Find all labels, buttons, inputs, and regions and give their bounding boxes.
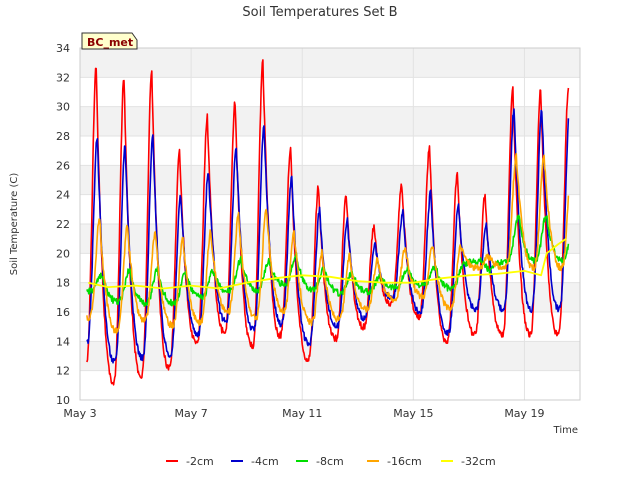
y-tick-label: 10	[56, 394, 70, 407]
y-tick-label: 32	[56, 71, 70, 84]
y-tick-label: 22	[56, 218, 70, 231]
x-tick-label: May 3	[63, 407, 96, 420]
legend: -2cm -4cm -8cm -16cm -32cm	[166, 455, 496, 468]
series-lines	[86, 59, 570, 386]
y-tick-label: 18	[56, 277, 70, 290]
legend-label: -16cm	[387, 455, 422, 468]
grid-band	[80, 48, 580, 78]
grid-band	[80, 165, 580, 195]
x-tick-label: May 19	[504, 407, 544, 420]
legend-label: -2cm	[186, 455, 214, 468]
legend-label: -32cm	[461, 455, 496, 468]
grid-band	[80, 106, 580, 136]
series-line-minus-32cm	[88, 237, 567, 290]
legend-label: -4cm	[251, 455, 279, 468]
y-tick-label: 34	[56, 42, 70, 55]
y-tick-label: 20	[56, 247, 70, 260]
y-tick-label: 16	[56, 306, 70, 319]
grid-band	[80, 224, 580, 254]
y-tick-labels: 10 12 14 16 18 20 22 24 26 28 30 32 34	[56, 42, 70, 407]
y-tick-label: 14	[56, 335, 70, 348]
station-label-box: BC_met	[81, 32, 138, 50]
grid-band	[80, 341, 580, 371]
chart-title: Soil Temperatures Set B	[242, 5, 397, 20]
x-tick-label: May 7	[174, 407, 207, 420]
series-line-minus-16cm	[86, 152, 570, 335]
x-axis-title: Time	[553, 425, 578, 436]
y-axis-title: Soil Temperature (C)	[9, 173, 20, 276]
station-label: BC_met	[87, 36, 133, 49]
x-tick-label: May 15	[393, 407, 433, 420]
y-tick-label: 24	[56, 189, 70, 202]
plot-frame	[79, 47, 581, 401]
y-tick-label: 26	[56, 159, 70, 172]
series-line-minus-4cm	[86, 108, 570, 364]
y-tick-label: 12	[56, 365, 70, 378]
y-tick-label: 30	[56, 101, 70, 114]
x-tick-labels: May 3 May 7 May 11 May 15 May 19	[63, 407, 544, 420]
legend-label: -8cm	[316, 455, 344, 468]
x-tick-label: May 11	[282, 407, 322, 420]
y-tick-label: 28	[56, 130, 70, 143]
